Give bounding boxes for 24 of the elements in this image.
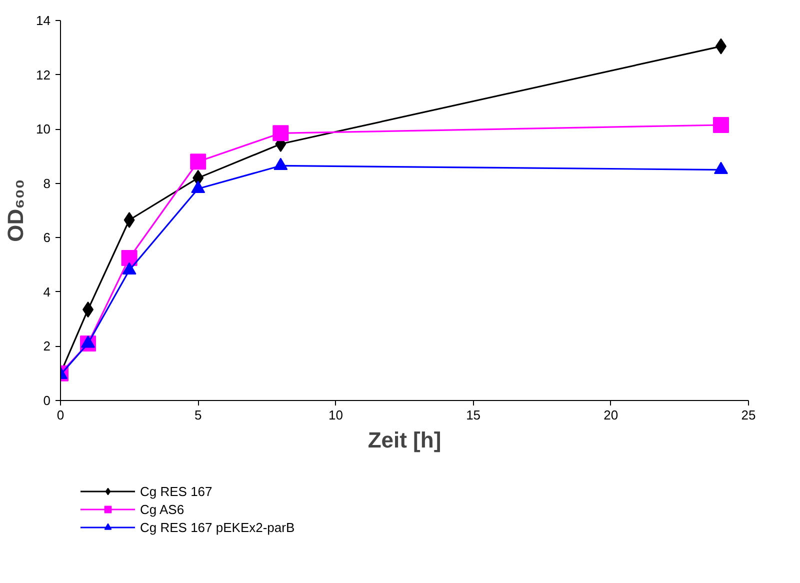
x-axis-title: Zeit [h] [368, 428, 442, 452]
y-tick-label: 2 [43, 338, 51, 354]
y-tick-label: 0 [43, 393, 51, 408]
legend-label: Cg AS6 [140, 502, 184, 516]
point [124, 212, 135, 228]
y-tick-label: 14 [36, 13, 51, 28]
y-tick-label: 12 [36, 67, 51, 82]
y-tick-label: 8 [43, 176, 51, 191]
legend-label: Cg RES 167 pEKEx2-parB [140, 520, 295, 534]
legend-label: Cg RES 167 [140, 484, 212, 498]
y-tick-label: 10 [36, 122, 51, 137]
point [190, 154, 206, 170]
x-tick-label: 25 [741, 408, 756, 422]
y-tick-label: 4 [43, 284, 51, 300]
x-tick-label: 5 [194, 408, 202, 422]
point [712, 117, 729, 133]
point [272, 125, 289, 142]
point [121, 250, 138, 266]
y-tick-label: 6 [43, 230, 51, 246]
x-tick-label: 15 [466, 408, 481, 422]
x-tick-label: 20 [604, 408, 618, 422]
x-tick-label: 10 [328, 408, 343, 422]
x-tick-label: 0 [56, 408, 64, 422]
y-axis-title: OD₆₀₀ [3, 179, 28, 242]
